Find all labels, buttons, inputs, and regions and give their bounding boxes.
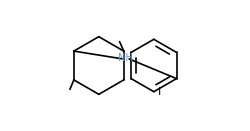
Text: I: I (158, 87, 161, 97)
Text: NH: NH (118, 53, 133, 63)
